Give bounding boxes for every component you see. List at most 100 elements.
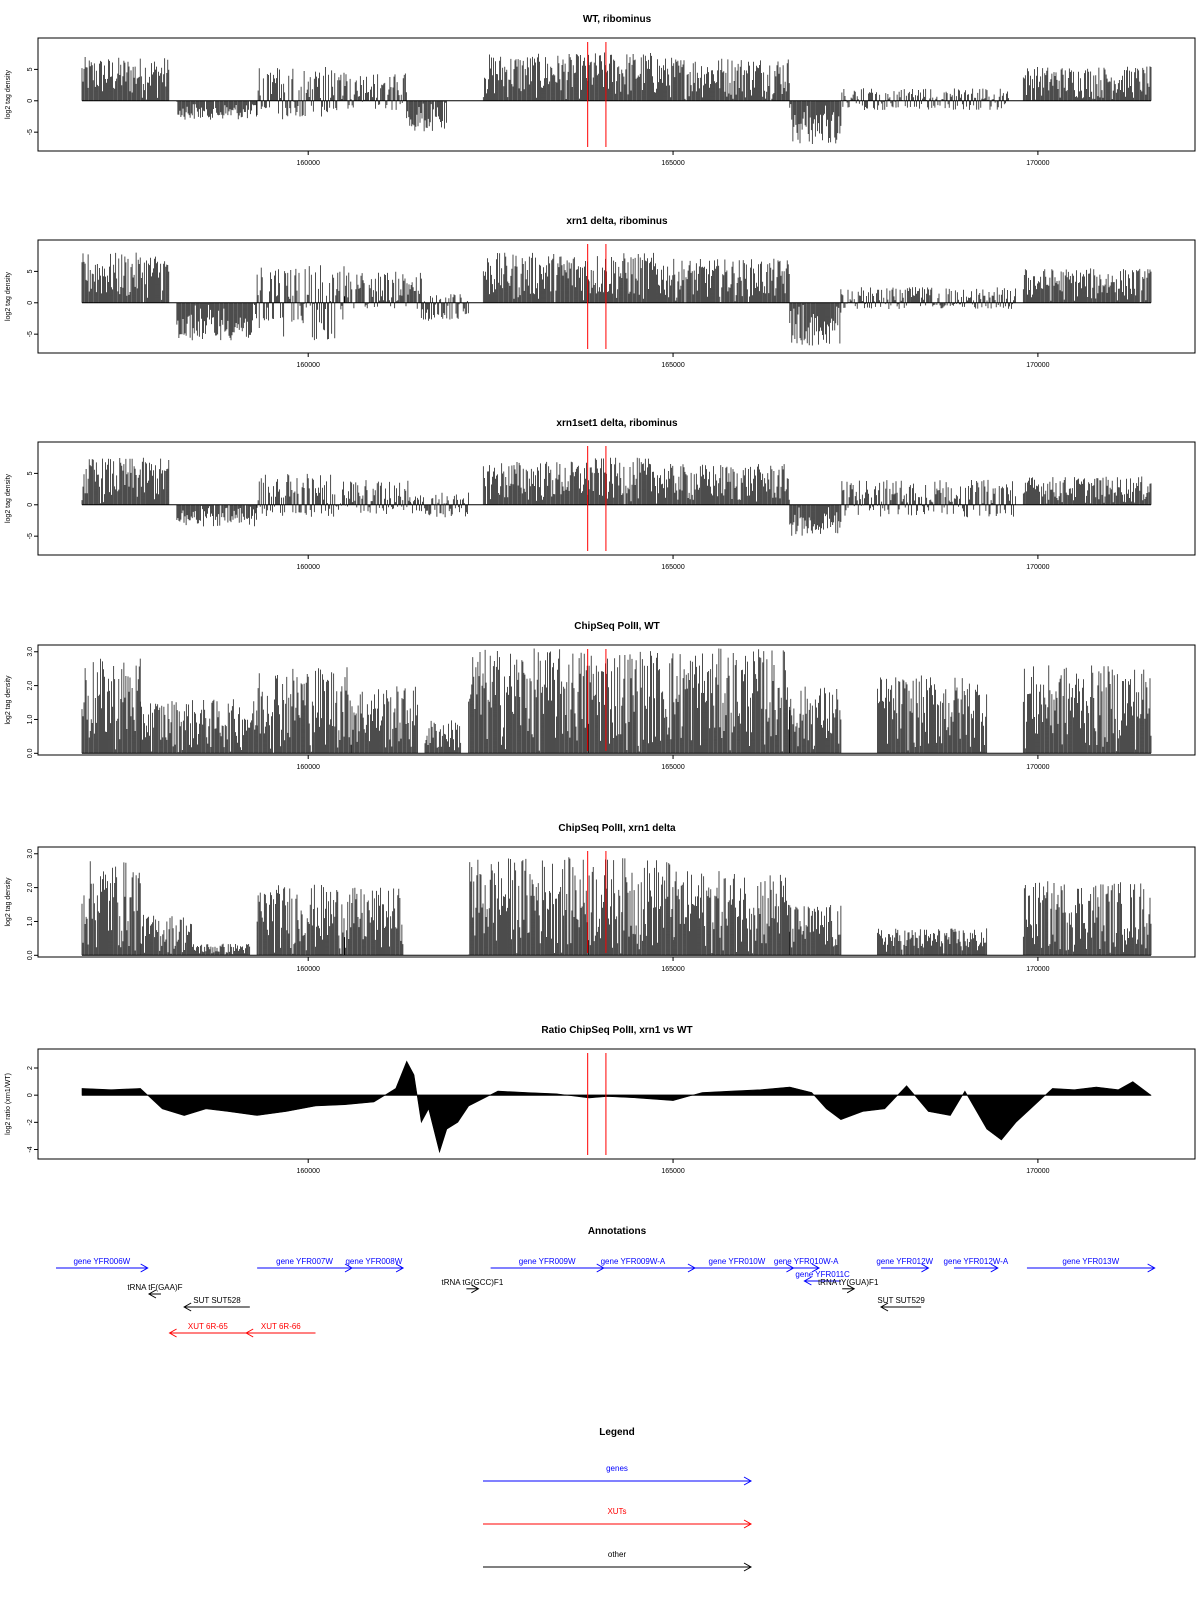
arrow-head: [140, 1263, 149, 1273]
feature-gene-yfr009w-a: gene YFR009W-A: [570, 1257, 696, 1273]
legend-arrow-head: [743, 1519, 753, 1529]
feature-label: gene YFR013W: [1062, 1257, 1119, 1266]
feature-gene-yfr012w: gene YFR012W: [876, 1257, 934, 1273]
x-tick-label: 160000: [297, 362, 320, 369]
feature-trna-tg-gcc-f1: tRNA tG(GCC)F1: [441, 1278, 504, 1294]
feature-label: tRNA tY(GUA)F1: [818, 1278, 879, 1287]
feature-label: SUT SUT529: [877, 1296, 925, 1305]
panel-2: xrn1 delta, ribominus -5 0 5 log2 tag densit…: [5, 216, 1196, 369]
signal-bars: [81, 648, 1152, 754]
feature-gene-yfr013w: gene YFR013W: [1026, 1257, 1156, 1273]
panel-title: WT, ribominus: [583, 14, 652, 25]
signal-bars: [81, 52, 1152, 144]
arrow-head: [168, 1328, 177, 1338]
signal-bars: [81, 857, 1152, 956]
y-tick-label: 1.0: [27, 714, 34, 724]
plot-frame: [37, 1048, 1196, 1160]
panel-title: xrn1set1 delta, ribominus: [556, 418, 678, 429]
x-tick-label: 165000: [661, 160, 684, 167]
y-tick-label: 3.0: [27, 647, 34, 657]
y-tick-label: -2: [27, 1119, 34, 1125]
feature-gene-yfr010w-a: gene YFR010W-A: [774, 1257, 839, 1273]
arrow-head: [395, 1263, 405, 1273]
y-tick-label: 0: [27, 1093, 34, 1097]
arrow-head: [921, 1263, 930, 1273]
legend-arrow-head: [743, 1562, 753, 1572]
legend-item-xuts: XUTs: [483, 1507, 753, 1529]
x-tick-label: 160000: [297, 160, 320, 167]
feature-label: gene YFR008W: [345, 1257, 402, 1266]
y-tick-label: -5: [27, 331, 34, 337]
signal-bars: [81, 252, 1152, 346]
ratio-area: [81, 1060, 1152, 1154]
arrow-head: [846, 1284, 856, 1294]
legend-label: other: [608, 1550, 627, 1559]
feature-gene-yfr009w: gene YFR009W: [490, 1257, 605, 1273]
legend-label: genes: [606, 1464, 628, 1473]
feature-xut-6r-66: XUT 6R-66: [245, 1322, 316, 1338]
feature-label: gene YFR009W-A: [601, 1257, 666, 1266]
feature-label: gene YFR012W: [876, 1257, 933, 1266]
x-tick-label: 170000: [1026, 764, 1049, 771]
x-tick-label: 165000: [661, 1168, 684, 1175]
plot-frame: [37, 846, 1196, 958]
y-axis-label: log2 tag density: [5, 675, 12, 725]
y-tick-label: 0: [27, 99, 34, 103]
y-tick-label: 1.0: [27, 916, 34, 926]
arrow-head: [1147, 1263, 1156, 1273]
feature-gene-yfr006w: gene YFR006W: [56, 1257, 149, 1273]
x-tick-label: 160000: [297, 764, 320, 771]
feature-label: XUT 6R-65: [188, 1322, 228, 1331]
legend-item-genes: genes: [483, 1464, 753, 1486]
feature-trna-tf-gaa-f: tRNA tF(GAA)F: [127, 1283, 183, 1299]
feature-label: SUT SUT528: [193, 1296, 241, 1305]
legend: Legend genes XUTs other: [483, 1427, 753, 1572]
feature-label: gene YFR007W: [276, 1257, 333, 1266]
y-tick-label: 0.0: [27, 950, 34, 960]
y-tick-label: 0: [27, 301, 34, 305]
x-tick-label: 165000: [661, 966, 684, 973]
x-tick-label: 165000: [661, 362, 684, 369]
feature-sut-sut529: SUT SUT529: [877, 1296, 925, 1312]
feature-sut-sut528: SUT SUT528: [183, 1296, 250, 1312]
legend-item-other: other: [483, 1550, 753, 1572]
legend-title: Legend: [599, 1427, 635, 1438]
y-axis-label: log2 ratio (xrn1/WT): [5, 1073, 12, 1135]
feature-gene-yfr007w: gene YFR007W: [257, 1257, 353, 1273]
y-tick-label: 0: [27, 503, 34, 507]
y-tick-label: 3.0: [27, 849, 34, 859]
panel-title: xrn1 delta, ribominus: [566, 216, 668, 227]
x-tick-label: 165000: [661, 764, 684, 771]
panel-6: Ratio ChipSeq PolII, xrn1 vs WT -4 -2 0 2 log…: [5, 1025, 1196, 1175]
arrow-head: [183, 1302, 192, 1312]
signal-bars: [81, 457, 1152, 536]
x-tick-label: 170000: [1026, 564, 1049, 571]
y-tick-label: 2.0: [27, 883, 34, 893]
y-tick-label: 0.0: [27, 748, 34, 758]
panel-5: ChipSeq PolII, xrn1 delta 0.0 1.0 2.0 3.0 log…: [5, 823, 1196, 973]
feature-trna-ty-gua-f1: tRNA tY(GUA)F1: [818, 1278, 879, 1294]
plot-frame: [37, 441, 1196, 556]
panel-title: ChipSeq PolII, xrn1 delta: [558, 823, 676, 834]
feature-label: XUT 6R-66: [261, 1322, 301, 1331]
annotations-panel: Annotations gene YFR006W gene YFR007W gene …: [56, 1226, 1156, 1338]
legend-arrow-head: [743, 1476, 753, 1486]
feature-label: tRNA tF(GAA)F: [127, 1283, 182, 1292]
panel-3: xrn1set1 delta, ribominus -5 0 5 log2 tag de…: [5, 418, 1196, 571]
y-tick-label: -4: [27, 1146, 34, 1152]
x-tick-label: 160000: [297, 564, 320, 571]
feature-label: gene YFR010W-A: [774, 1257, 839, 1266]
arrow-head: [147, 1289, 157, 1299]
arrow-head: [803, 1276, 812, 1286]
y-tick-label: -5: [27, 533, 34, 539]
feature-label: gene YFR012W-A: [944, 1257, 1009, 1266]
y-tick-label: 2.0: [27, 681, 34, 691]
panel-1: WT, ribominus -5 0 5 log2 tag density 160000 1…: [5, 14, 1196, 167]
feature-gene-yfr008w: gene YFR008W: [344, 1257, 405, 1273]
feature-label: gene YFR006W: [73, 1257, 130, 1266]
feature-label: gene YFR009W: [519, 1257, 576, 1266]
x-tick-label: 160000: [297, 1168, 320, 1175]
y-tick-label: -5: [27, 129, 34, 135]
